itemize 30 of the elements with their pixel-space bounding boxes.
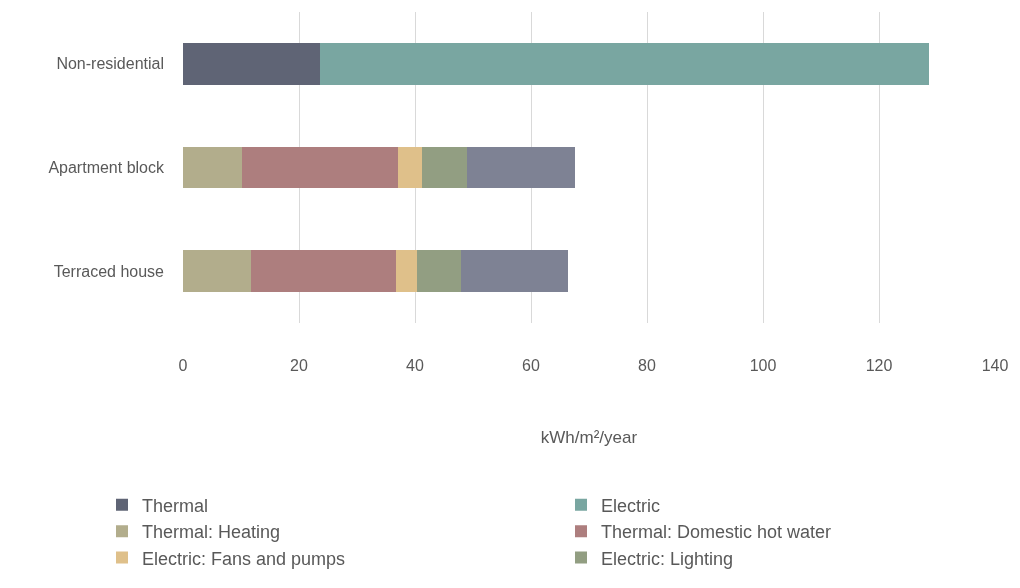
x-tick-label: 60 <box>522 357 540 374</box>
bar <box>251 250 396 292</box>
x-tick-label: 80 <box>638 357 656 374</box>
bar <box>395 250 417 292</box>
x-tick-label: 20 <box>290 357 308 374</box>
legend-label: Thermal <box>142 495 209 516</box>
bar <box>183 43 321 85</box>
bar <box>416 250 461 292</box>
x-axis-title: kWh/m²/year <box>540 428 638 448</box>
legend-label: Electric: Lighting <box>601 548 734 569</box>
x-tick-label: 40 <box>406 357 424 374</box>
bar <box>320 43 929 85</box>
bar <box>398 146 422 189</box>
y-tick-label: Apartment block <box>48 159 165 177</box>
y-tick-label: Terraced house <box>53 262 165 280</box>
bar <box>466 146 576 189</box>
x-tick-label: 120 <box>865 357 893 374</box>
bar <box>460 250 569 292</box>
bar <box>421 146 467 189</box>
x-tick-label: 0 <box>178 357 188 374</box>
legend-label: Thermal: Domestic hot water <box>601 522 832 543</box>
legend-label: Electric <box>601 495 661 516</box>
legend-label: Electric: Fans and pumps <box>142 548 346 569</box>
bar <box>183 250 252 292</box>
legend-label: Thermal: Heating <box>142 522 281 543</box>
x-tick-label: 100 <box>749 357 777 374</box>
x-tick-label: 140 <box>981 357 1009 374</box>
bar <box>183 146 243 189</box>
bar <box>242 146 399 189</box>
y-tick-label: Non-residential <box>56 55 164 73</box>
